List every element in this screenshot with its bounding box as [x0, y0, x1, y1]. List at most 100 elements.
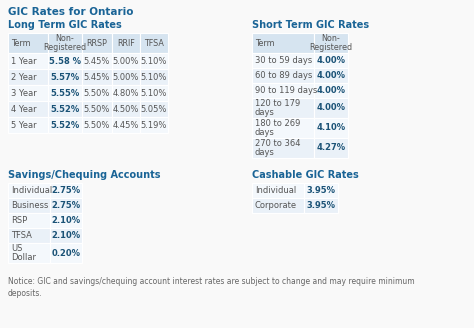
Text: 4.45%: 4.45%: [113, 120, 139, 130]
Text: 4.10%: 4.10%: [317, 124, 346, 133]
Text: 5.52%: 5.52%: [50, 105, 80, 113]
Text: 5.10%: 5.10%: [141, 56, 167, 66]
FancyBboxPatch shape: [304, 183, 338, 198]
Text: 120 to 179
days: 120 to 179 days: [255, 99, 300, 117]
Text: 5.50%: 5.50%: [84, 105, 110, 113]
FancyBboxPatch shape: [252, 33, 314, 53]
Text: 5.57%: 5.57%: [50, 72, 80, 81]
Text: 4.50%: 4.50%: [113, 105, 139, 113]
Text: US
Dollar: US Dollar: [11, 244, 36, 262]
Text: TFSA: TFSA: [11, 231, 32, 240]
Text: 5.50%: 5.50%: [84, 120, 110, 130]
FancyBboxPatch shape: [50, 213, 82, 228]
Text: 3.95%: 3.95%: [307, 201, 336, 210]
Text: Business: Business: [11, 201, 48, 210]
FancyBboxPatch shape: [8, 213, 50, 228]
FancyBboxPatch shape: [314, 83, 348, 98]
FancyBboxPatch shape: [82, 33, 112, 53]
Text: 2.10%: 2.10%: [52, 231, 81, 240]
Text: 5.10%: 5.10%: [141, 72, 167, 81]
Text: 4.00%: 4.00%: [317, 56, 346, 65]
Text: 5.52%: 5.52%: [50, 120, 80, 130]
FancyBboxPatch shape: [50, 243, 82, 263]
FancyBboxPatch shape: [252, 68, 314, 83]
FancyBboxPatch shape: [314, 98, 348, 118]
Text: Long Term GIC Rates: Long Term GIC Rates: [8, 20, 122, 30]
Text: 5.00%: 5.00%: [113, 56, 139, 66]
Text: RRIF: RRIF: [117, 38, 135, 48]
FancyBboxPatch shape: [48, 33, 82, 53]
Text: 5.58 %: 5.58 %: [49, 56, 81, 66]
FancyBboxPatch shape: [48, 53, 82, 69]
FancyBboxPatch shape: [314, 118, 348, 138]
FancyBboxPatch shape: [140, 33, 168, 53]
Text: 5.50%: 5.50%: [84, 89, 110, 97]
Text: Corporate: Corporate: [255, 201, 297, 210]
FancyBboxPatch shape: [8, 228, 50, 243]
Text: TFSA: TFSA: [144, 38, 164, 48]
Text: 5.00%: 5.00%: [113, 72, 139, 81]
Text: 2.75%: 2.75%: [52, 201, 81, 210]
FancyBboxPatch shape: [112, 53, 140, 69]
FancyBboxPatch shape: [314, 53, 348, 68]
FancyBboxPatch shape: [8, 117, 48, 133]
Text: Notice: GIC and savings/chequing account interest rates are subject to change an: Notice: GIC and savings/chequing account…: [8, 277, 415, 298]
Text: 5.45%: 5.45%: [84, 72, 110, 81]
FancyBboxPatch shape: [112, 101, 140, 117]
FancyBboxPatch shape: [8, 53, 48, 69]
FancyBboxPatch shape: [252, 53, 314, 68]
FancyBboxPatch shape: [82, 101, 112, 117]
FancyBboxPatch shape: [112, 85, 140, 101]
Text: 60 to 89 days: 60 to 89 days: [255, 71, 312, 80]
Text: Individual: Individual: [255, 186, 296, 195]
Text: 5 Year: 5 Year: [11, 120, 36, 130]
Text: 4.27%: 4.27%: [317, 144, 346, 153]
Text: RRSP: RRSP: [87, 38, 108, 48]
Text: 3.95%: 3.95%: [307, 186, 336, 195]
FancyBboxPatch shape: [252, 83, 314, 98]
FancyBboxPatch shape: [112, 69, 140, 85]
Text: Individual: Individual: [11, 186, 52, 195]
FancyBboxPatch shape: [82, 69, 112, 85]
Text: Non-
Registered: Non- Registered: [310, 34, 353, 52]
Text: 4.00%: 4.00%: [317, 71, 346, 80]
Text: Term: Term: [11, 38, 31, 48]
FancyBboxPatch shape: [304, 198, 338, 213]
Text: 4 Year: 4 Year: [11, 105, 36, 113]
FancyBboxPatch shape: [112, 117, 140, 133]
Text: 4.00%: 4.00%: [317, 104, 346, 113]
FancyBboxPatch shape: [8, 33, 48, 53]
FancyBboxPatch shape: [48, 85, 82, 101]
FancyBboxPatch shape: [252, 138, 314, 158]
FancyBboxPatch shape: [8, 183, 50, 198]
FancyBboxPatch shape: [252, 118, 314, 138]
FancyBboxPatch shape: [8, 243, 50, 263]
Text: 2 Year: 2 Year: [11, 72, 36, 81]
Text: 90 to 119 days: 90 to 119 days: [255, 86, 318, 95]
Text: 3 Year: 3 Year: [11, 89, 37, 97]
Text: 180 to 269
days: 180 to 269 days: [255, 119, 301, 137]
FancyBboxPatch shape: [48, 101, 82, 117]
Text: 5.05%: 5.05%: [141, 105, 167, 113]
Text: 30 to 59 days: 30 to 59 days: [255, 56, 312, 65]
FancyBboxPatch shape: [8, 101, 48, 117]
Text: 2.10%: 2.10%: [52, 216, 81, 225]
FancyBboxPatch shape: [82, 117, 112, 133]
Text: 5.10%: 5.10%: [141, 89, 167, 97]
FancyBboxPatch shape: [48, 69, 82, 85]
Text: Non-
Registered: Non- Registered: [44, 34, 87, 52]
Text: 1 Year: 1 Year: [11, 56, 36, 66]
FancyBboxPatch shape: [50, 198, 82, 213]
FancyBboxPatch shape: [140, 85, 168, 101]
Text: Cashable GIC Rates: Cashable GIC Rates: [252, 170, 359, 180]
FancyBboxPatch shape: [140, 69, 168, 85]
FancyBboxPatch shape: [252, 183, 304, 198]
FancyBboxPatch shape: [50, 183, 82, 198]
Text: 5.19%: 5.19%: [141, 120, 167, 130]
Text: GIC Rates for Ontario: GIC Rates for Ontario: [8, 7, 134, 17]
Text: 5.45%: 5.45%: [84, 56, 110, 66]
FancyBboxPatch shape: [48, 117, 82, 133]
Text: RSP: RSP: [11, 216, 27, 225]
FancyBboxPatch shape: [140, 101, 168, 117]
FancyBboxPatch shape: [314, 33, 348, 53]
